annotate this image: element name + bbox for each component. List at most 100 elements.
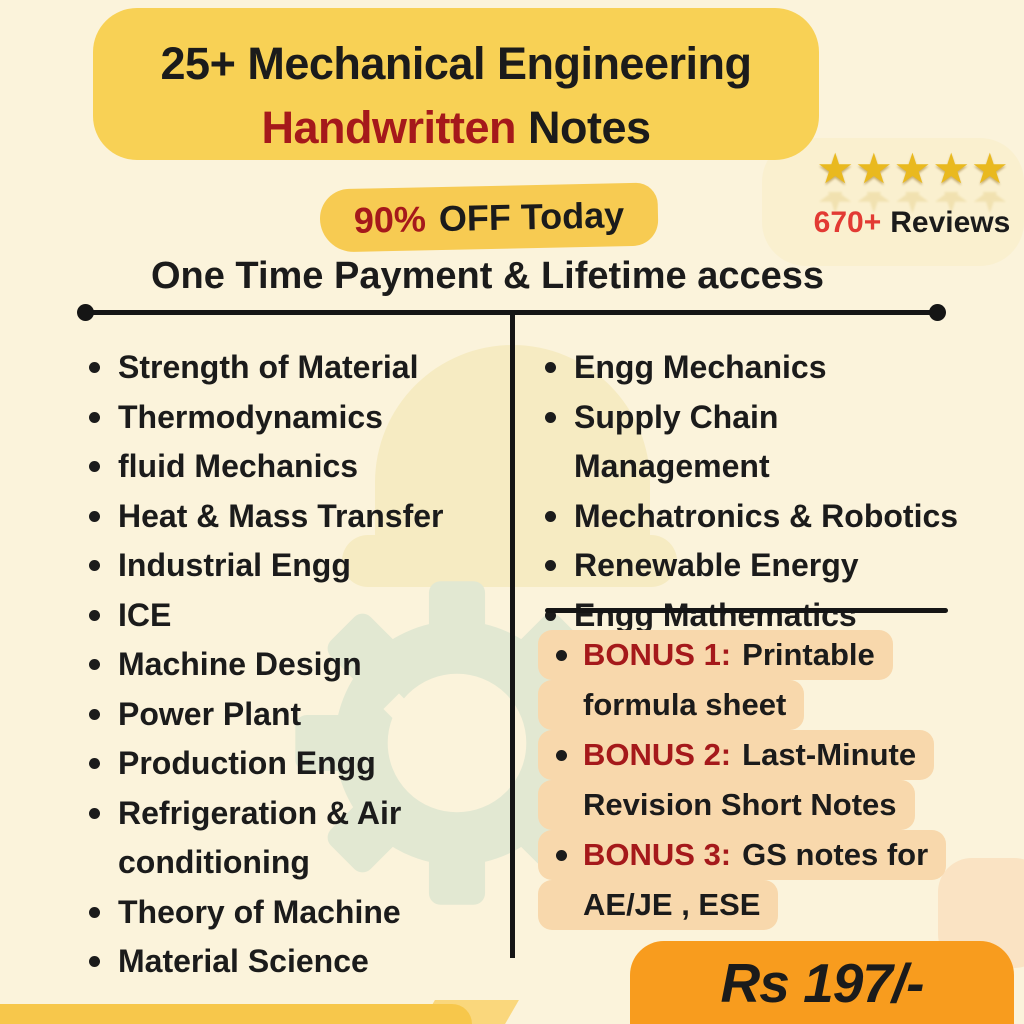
bonus-text: Last-Minute — [742, 737, 917, 772]
offer-badge: 90% OFF Today — [319, 182, 659, 253]
subject-label: ICE — [118, 596, 172, 633]
subject-item: Supply Chain Management — [542, 393, 1020, 492]
bullet-icon — [545, 560, 556, 571]
bonus-text: Printable — [742, 637, 875, 672]
bonus-highlight: BONUS 2: Last-Minute — [538, 730, 935, 780]
subject-item: Theory of Machine — [86, 888, 526, 938]
reviews-count: 670+ — [813, 206, 882, 239]
bullet-icon — [89, 906, 100, 918]
subject-label: Power Plant — [118, 695, 302, 732]
bonus-highlight: AE/JE , ESE — [538, 880, 779, 930]
bullet-icon — [556, 849, 567, 861]
subject-item: fluid Mechanics — [86, 442, 526, 492]
subject-label: Engg Mechanics — [574, 349, 827, 385]
subject-item: ICE — [86, 591, 526, 641]
bonus-text: formula sheet — [583, 687, 787, 722]
star-icon: ★ — [893, 145, 933, 192]
left-subject-list: Strength of Material Thermodynamics fluid … — [86, 343, 526, 987]
price-badge: Rs 197/- — [630, 941, 1014, 1024]
subject-item: Strength of Material — [86, 343, 526, 393]
subject-label: Thermodynamics — [118, 398, 383, 435]
subject-label: Industrial Engg — [118, 547, 351, 583]
bonus-text: Revision Short Notes — [583, 787, 897, 822]
subject-item: Industrial Engg — [86, 541, 526, 591]
bonus-line: Revision Short Notes — [538, 780, 1024, 830]
bonus-highlight: BONUS 1: Printable — [538, 630, 893, 680]
subject-label: Production Engg — [118, 745, 376, 781]
bullet-icon — [545, 510, 556, 522]
bullet-icon — [89, 461, 100, 472]
price-label: Rs 197/- — [720, 951, 925, 1014]
title-line-1: 25+ Mechanical Engineering — [160, 38, 752, 89]
bullet-icon — [89, 659, 100, 670]
bonus-list: BONUS 1: Printable formula sheet BONUS 2: La… — [538, 630, 1024, 930]
subject-item: Machine Design — [86, 640, 526, 690]
subject-item: Engg Mathematics — [542, 591, 1020, 641]
bullet-icon — [89, 758, 100, 769]
bullet-icon — [89, 807, 100, 819]
subject-item: Renewable Energy — [542, 541, 1020, 591]
offer-percent: 90% — [353, 197, 427, 241]
bullet-icon — [556, 749, 567, 761]
subheadline: One Time Payment & Lifetime access — [150, 255, 825, 297]
bonus-label: BONUS 3: — [583, 837, 732, 872]
bullet-icon — [89, 609, 100, 621]
bonus-line: BONUS 1: Printable — [538, 630, 1024, 680]
bonus-line: BONUS 2: Last-Minute — [538, 730, 1024, 780]
subject-item: Mechatronics & Robotics — [542, 492, 1020, 542]
star-icon: ★ — [816, 145, 856, 192]
rating-stars: ★★★★★ — [812, 146, 1014, 192]
subject-item: Refrigeration & Air conditioning — [86, 789, 526, 888]
bullet-icon — [545, 362, 556, 373]
star-icon: ★ — [932, 145, 971, 192]
subject-label: Material Science — [118, 943, 369, 979]
title-word-handwritten: Handwritten — [261, 102, 516, 153]
subject-label: Theory of Machine — [118, 893, 401, 930]
bullet-icon — [556, 649, 567, 661]
bonus-line: formula sheet — [538, 680, 1024, 730]
star-icon: ★ — [855, 145, 894, 192]
subject-item: Material Science — [86, 937, 526, 987]
bullet-icon — [89, 708, 100, 720]
bonus-divider — [545, 608, 948, 613]
subject-label: Renewable Energy — [574, 547, 859, 583]
background-blob — [762, 138, 1024, 266]
helmet-watermark-brim — [342, 535, 677, 587]
divider-vertical — [510, 312, 515, 958]
bullet-icon — [89, 411, 100, 423]
subject-label: Mechatronics & Robotics — [574, 497, 959, 534]
subject-label: Heat & Mass Transfer — [118, 497, 444, 534]
subject-label: Strength of Material — [118, 349, 419, 385]
subject-item: Production Engg — [86, 739, 526, 789]
reviews-label: Reviews — [890, 206, 1011, 239]
subject-item: Power Plant — [86, 690, 526, 740]
bonus-line: AE/JE , ESE — [538, 880, 1024, 930]
bullet-icon — [89, 956, 100, 967]
subject-label: Refrigeration & Air conditioning — [118, 794, 402, 881]
offer-text: OFF Today — [438, 193, 625, 239]
subject-label: Machine Design — [118, 646, 362, 682]
bonus-highlight: Revision Short Notes — [538, 780, 915, 830]
bonus-text: AE/JE , ESE — [583, 887, 761, 922]
bonus-highlight: BONUS 3: GS notes for — [538, 830, 947, 880]
bullet-icon — [545, 411, 556, 423]
bonus-line: BONUS 3: GS notes for — [538, 830, 1024, 880]
divider-dot-left — [77, 304, 94, 321]
divider-dot-right — [929, 304, 946, 321]
bullet-icon — [545, 609, 556, 621]
bullet-icon — [89, 560, 100, 571]
subject-item: Engg Mechanics — [542, 343, 1020, 393]
bonus-label: BONUS 1: — [583, 637, 732, 672]
bullet-icon — [89, 362, 100, 373]
subject-item: Heat & Mass Transfer — [86, 492, 526, 542]
bonus-label: BONUS 2: — [583, 737, 732, 772]
title-line-2: Handwritten Notes — [93, 96, 819, 160]
bonus-text: GS notes for — [742, 837, 929, 872]
title-word-notes: Notes — [527, 102, 651, 153]
subject-label: fluid Mechanics — [118, 448, 359, 484]
bottom-strip — [0, 1004, 472, 1024]
bullet-icon — [89, 510, 100, 522]
subject-item: Thermodynamics — [86, 393, 526, 443]
subject-label: Engg Mathematics — [574, 596, 857, 633]
reviews-line: 670+ Reviews — [800, 206, 1024, 240]
